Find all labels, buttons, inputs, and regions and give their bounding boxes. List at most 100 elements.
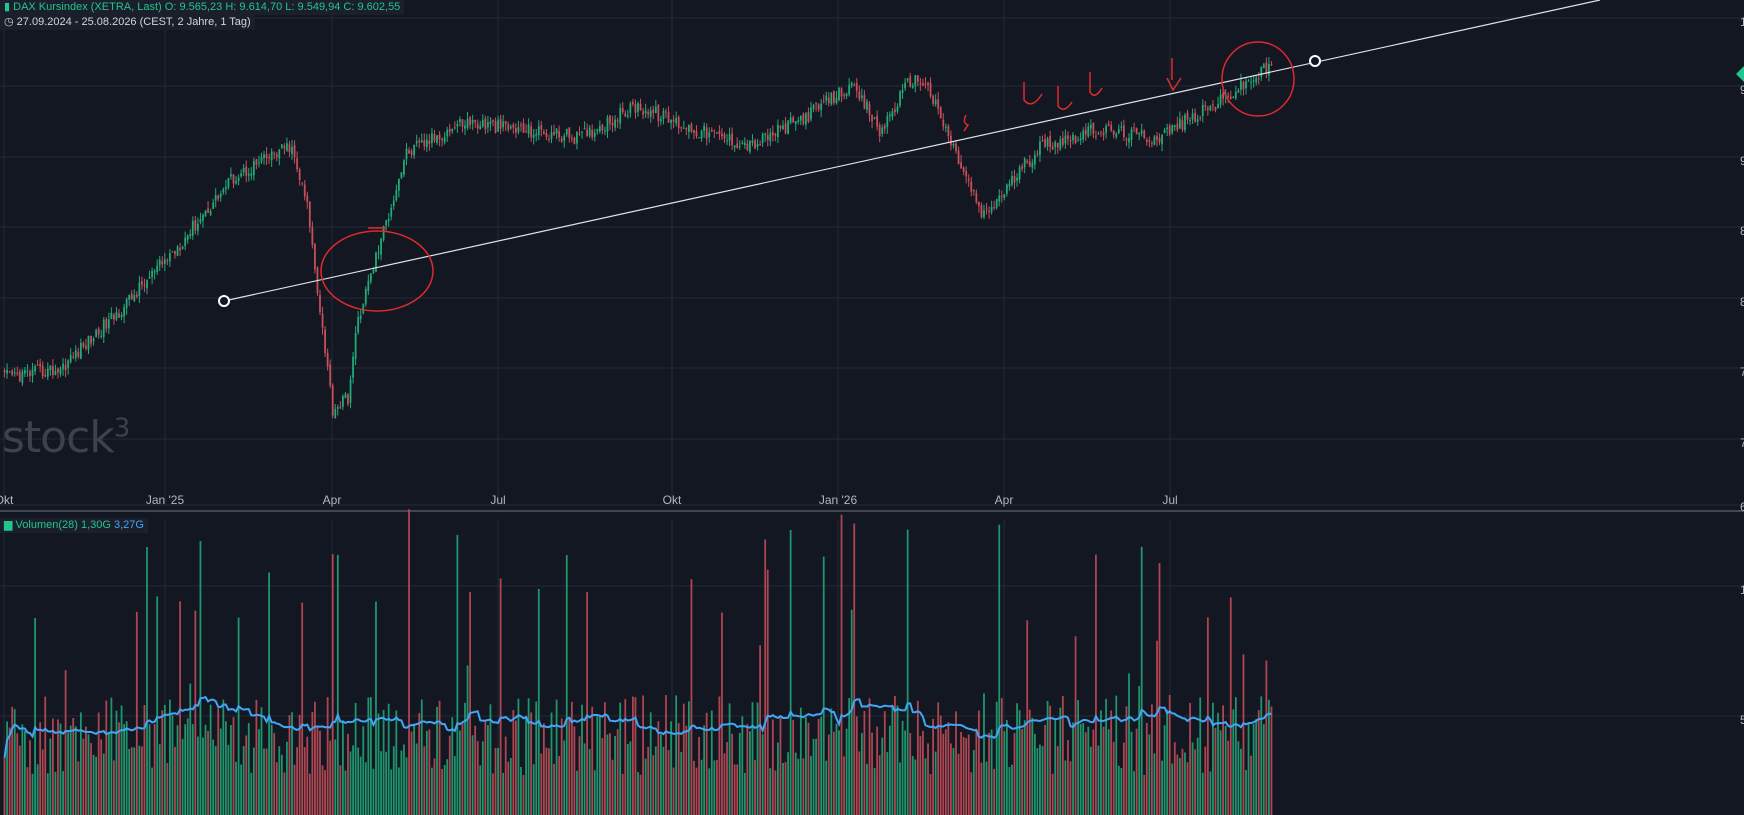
volume-bar: [1089, 746, 1092, 815]
volume-bar: [914, 759, 917, 815]
candle-body: [749, 140, 751, 152]
candle-body: [850, 82, 853, 86]
volume-bar: [316, 727, 319, 815]
volume-bar: [1178, 758, 1181, 815]
candle-body: [530, 126, 533, 138]
volume-bar: [466, 665, 469, 815]
volume-bar: [245, 735, 248, 815]
candle-body: [1056, 142, 1059, 148]
volume-bar: [578, 736, 581, 815]
volume-bar: [166, 762, 169, 815]
candle-body: [49, 365, 52, 371]
volume-bar: [319, 730, 321, 815]
volume-bar: [832, 731, 835, 815]
candle-body: [863, 95, 866, 109]
volume-bar: [204, 724, 207, 815]
volume-bar: [1181, 748, 1184, 815]
volume-bar: [705, 712, 708, 815]
volume-bar: [456, 534, 459, 815]
volume-bar: [369, 697, 372, 815]
volume-bar: [1069, 761, 1072, 815]
volume-bar: [540, 753, 543, 815]
candle-body: [514, 127, 517, 133]
candle-body: [479, 125, 482, 130]
candle-body: [1092, 122, 1095, 134]
candle-body: [601, 124, 604, 131]
candle-body: [293, 144, 296, 158]
candle-body: [148, 276, 151, 279]
candle-body: [95, 330, 98, 337]
candle-body: [682, 127, 685, 129]
candle-body: [382, 225, 385, 240]
candle-body: [1191, 113, 1194, 120]
candle-body: [632, 101, 634, 105]
volume-bar: [273, 733, 276, 815]
candle-body: [1209, 105, 1212, 111]
candle-body: [787, 120, 789, 134]
volume-bar: [336, 554, 339, 815]
candle-body: [939, 107, 942, 119]
volume-bar: [125, 721, 128, 815]
volume-bar: [441, 768, 444, 815]
candle-body: [418, 140, 421, 143]
volume-bar: [196, 736, 199, 815]
candle-body: [560, 138, 563, 142]
volume-bar: [761, 734, 764, 815]
volume-bar: [275, 762, 278, 815]
candle-body: [637, 103, 639, 113]
candle-body: [87, 335, 90, 350]
candle-body: [362, 304, 365, 314]
volume-bar: [487, 725, 489, 815]
volume-bar: [799, 707, 802, 815]
volume-bar: [601, 738, 604, 815]
candle-body: [769, 132, 772, 142]
volume-bar: [517, 698, 520, 815]
candle-body: [1158, 138, 1161, 143]
volume-bar: [822, 556, 825, 815]
volume-bar: [838, 730, 840, 815]
candle-body: [878, 125, 881, 137]
volume-bar: [1242, 654, 1245, 815]
candle-body: [1105, 125, 1107, 134]
candle-body: [784, 123, 787, 134]
volume-bar: [194, 610, 197, 815]
volume-bar: [1189, 702, 1191, 815]
volume-bar: [8, 727, 11, 815]
candle-body: [459, 119, 461, 123]
candle-body: [120, 315, 123, 318]
volume-bar: [1163, 725, 1166, 815]
volume-bar: [1115, 695, 1118, 815]
volume-bar: [1028, 709, 1031, 815]
volume-bar: [672, 767, 675, 815]
candle-body: [130, 293, 133, 300]
volume-bar: [130, 747, 133, 815]
candle-body: [1227, 95, 1230, 97]
candle-body: [36, 364, 39, 366]
volume-bar: [1046, 700, 1049, 815]
volume-bar: [555, 699, 558, 815]
volume-bar: [855, 716, 858, 815]
volume-bar: [1000, 698, 1003, 815]
candle-body: [677, 117, 680, 129]
volume-bar: [624, 699, 627, 815]
candle-body: [525, 131, 527, 133]
candle-body: [929, 83, 932, 97]
volume-bar: [189, 683, 192, 815]
volume-bar: [255, 699, 258, 815]
volume-bar: [794, 752, 797, 815]
volume-bar: [303, 747, 306, 815]
volume-bar: [731, 733, 734, 815]
volume-bar: [896, 705, 899, 815]
volume-bar: [1095, 554, 1097, 815]
candle-body: [499, 119, 502, 129]
candle-body: [1125, 139, 1128, 141]
volume-bar: [72, 717, 75, 815]
candle-body: [888, 114, 891, 117]
candle-body: [44, 375, 47, 377]
candle-body: [286, 143, 288, 151]
candle-body: [196, 223, 199, 231]
candle-body: [64, 365, 67, 371]
candle-body: [911, 85, 914, 88]
